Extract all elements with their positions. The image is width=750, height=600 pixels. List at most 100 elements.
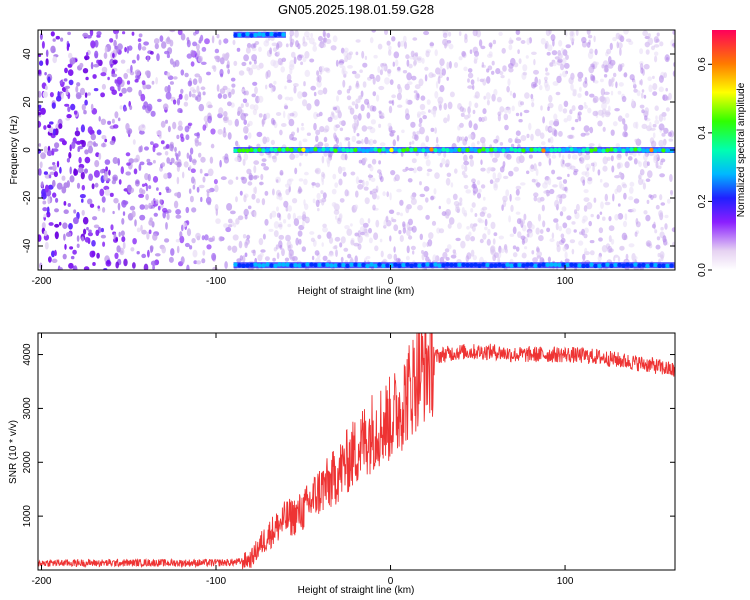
spectrogram-speckle <box>180 88 184 94</box>
spectrogram-speckle <box>588 220 592 227</box>
spectrogram-speckle <box>371 191 377 200</box>
spectrogram-speckle <box>185 134 190 141</box>
spectrogram-speckle <box>617 203 621 207</box>
spectrogram-speckle <box>273 221 280 229</box>
spectrogram-speckle <box>273 80 277 85</box>
spectrogram-speckle <box>467 68 473 73</box>
spectrogram-speckle <box>153 38 160 45</box>
spectrogram-speckle <box>670 191 673 196</box>
spectrogram-speckle <box>120 59 126 64</box>
spectrogram-speckle <box>100 72 107 77</box>
spectrogram-speckle <box>191 238 196 244</box>
spectrogram-speckle <box>73 168 77 176</box>
spectrogram-speckle <box>43 125 47 130</box>
spectrogram-speckle <box>64 85 71 89</box>
spectrogram-speckle <box>663 72 667 79</box>
spectrogram-speckle <box>658 86 664 93</box>
spectrogram-speckle <box>606 48 612 55</box>
spectrogram-speckle <box>641 89 645 93</box>
spectrogram-speckle <box>204 173 209 177</box>
spectrogram-speckle <box>486 213 492 219</box>
spectrogram-speckle <box>236 47 241 52</box>
spectrogram-speckle <box>258 46 262 52</box>
spectrogram-speckle <box>207 104 213 109</box>
spectrogram-band-dot <box>485 148 490 153</box>
spectrogram-speckle <box>617 256 621 262</box>
spectrogram-speckle <box>341 166 346 172</box>
spectrogram-speckle <box>454 168 458 174</box>
spectrogram-speckle <box>395 59 399 67</box>
spectrogram-speckle <box>273 230 279 238</box>
spectrogram-speckle <box>283 110 286 119</box>
spectrogram-speckle <box>434 91 439 99</box>
spectrogram-speckle <box>611 165 615 173</box>
spectrogram-speckle <box>593 197 597 203</box>
spectrogram-speckle <box>562 70 567 78</box>
spectrogram-speckle <box>303 178 308 185</box>
spectrogram-speckle <box>388 209 395 214</box>
spectrogram-speckle <box>83 110 87 115</box>
spectrogram-speckle <box>672 30 675 35</box>
spectrogram-speckle <box>593 80 599 84</box>
spectrogram-speckle <box>651 45 655 51</box>
spectrogram-speckle <box>425 135 430 143</box>
spectrogram-band-dot <box>281 32 286 37</box>
spectrogram-speckle <box>441 68 446 76</box>
spectrogram-speckle <box>384 30 388 35</box>
spectrogram-speckle <box>304 69 311 77</box>
spectrogram-band-dot <box>273 32 278 38</box>
spectrogram-speckle <box>411 225 417 233</box>
spectrogram-speckle <box>136 251 140 255</box>
spectrogram-speckle <box>508 44 513 51</box>
spectrogram-speckle <box>500 248 505 254</box>
spectrogram-speckle <box>650 140 657 148</box>
spectrogram-band-dot <box>557 262 562 268</box>
spectrogram-speckle <box>590 75 595 82</box>
spectrogram-speckle <box>615 143 620 148</box>
spectrogram-band-dot <box>549 262 554 267</box>
spectrogram-speckle <box>502 65 507 72</box>
spectrogram-speckle <box>434 172 440 180</box>
spectrogram-speckle <box>616 162 621 170</box>
spectrogram-speckle <box>490 221 496 230</box>
spectrogram-speckle <box>190 61 195 67</box>
spectrogram-band-dot <box>645 263 650 269</box>
spectrogram-speckle <box>112 59 118 65</box>
spectrogram-speckle <box>321 155 325 164</box>
spectrogram-speckle <box>174 192 180 197</box>
spectrogram-speckle <box>425 197 429 203</box>
spectrogram-speckle <box>387 253 393 260</box>
spectrogram-band-dot <box>489 263 494 268</box>
spectrogram-band-dot <box>529 262 534 267</box>
spectrogram-speckle <box>290 244 293 249</box>
spectrogram-speckle <box>405 255 410 261</box>
spectrogram-speckle <box>87 198 93 205</box>
spectrogram-speckle <box>600 88 606 96</box>
spectrogram-speckle <box>270 86 274 93</box>
spectrogram-speckle <box>132 262 136 269</box>
spectrogram-speckle <box>102 207 106 213</box>
spectrogram-speckle <box>478 116 482 122</box>
spectrogram-speckle <box>125 171 131 176</box>
spectrogram-speckle <box>660 202 666 206</box>
spectrogram-speckle <box>351 70 357 75</box>
spectrogram-speckle <box>243 113 249 117</box>
spectrogram-speckle <box>564 258 570 263</box>
spectrogram-speckle <box>625 253 629 260</box>
spectrogram-band-dot <box>605 148 610 153</box>
spectrogram-speckle <box>220 73 224 78</box>
spectrogram-speckle <box>245 102 250 108</box>
spectrogram-band-dot <box>633 262 638 267</box>
spectrogram-speckle <box>388 105 393 114</box>
spectrogram-speckle <box>311 182 316 186</box>
spectrogram-speckle <box>668 138 674 142</box>
spectrogram-speckle <box>253 59 257 65</box>
spectrogram-speckle <box>150 110 156 117</box>
spectrogram-band-dot <box>605 262 610 267</box>
spectrogram-speckle <box>170 157 175 164</box>
spectrogram-speckle <box>382 191 386 197</box>
spectrogram-band-dot <box>473 262 478 267</box>
spectrogram-speckle <box>182 171 185 179</box>
spectrogram-speckle <box>408 235 413 240</box>
spectrogram-speckle <box>364 197 370 205</box>
